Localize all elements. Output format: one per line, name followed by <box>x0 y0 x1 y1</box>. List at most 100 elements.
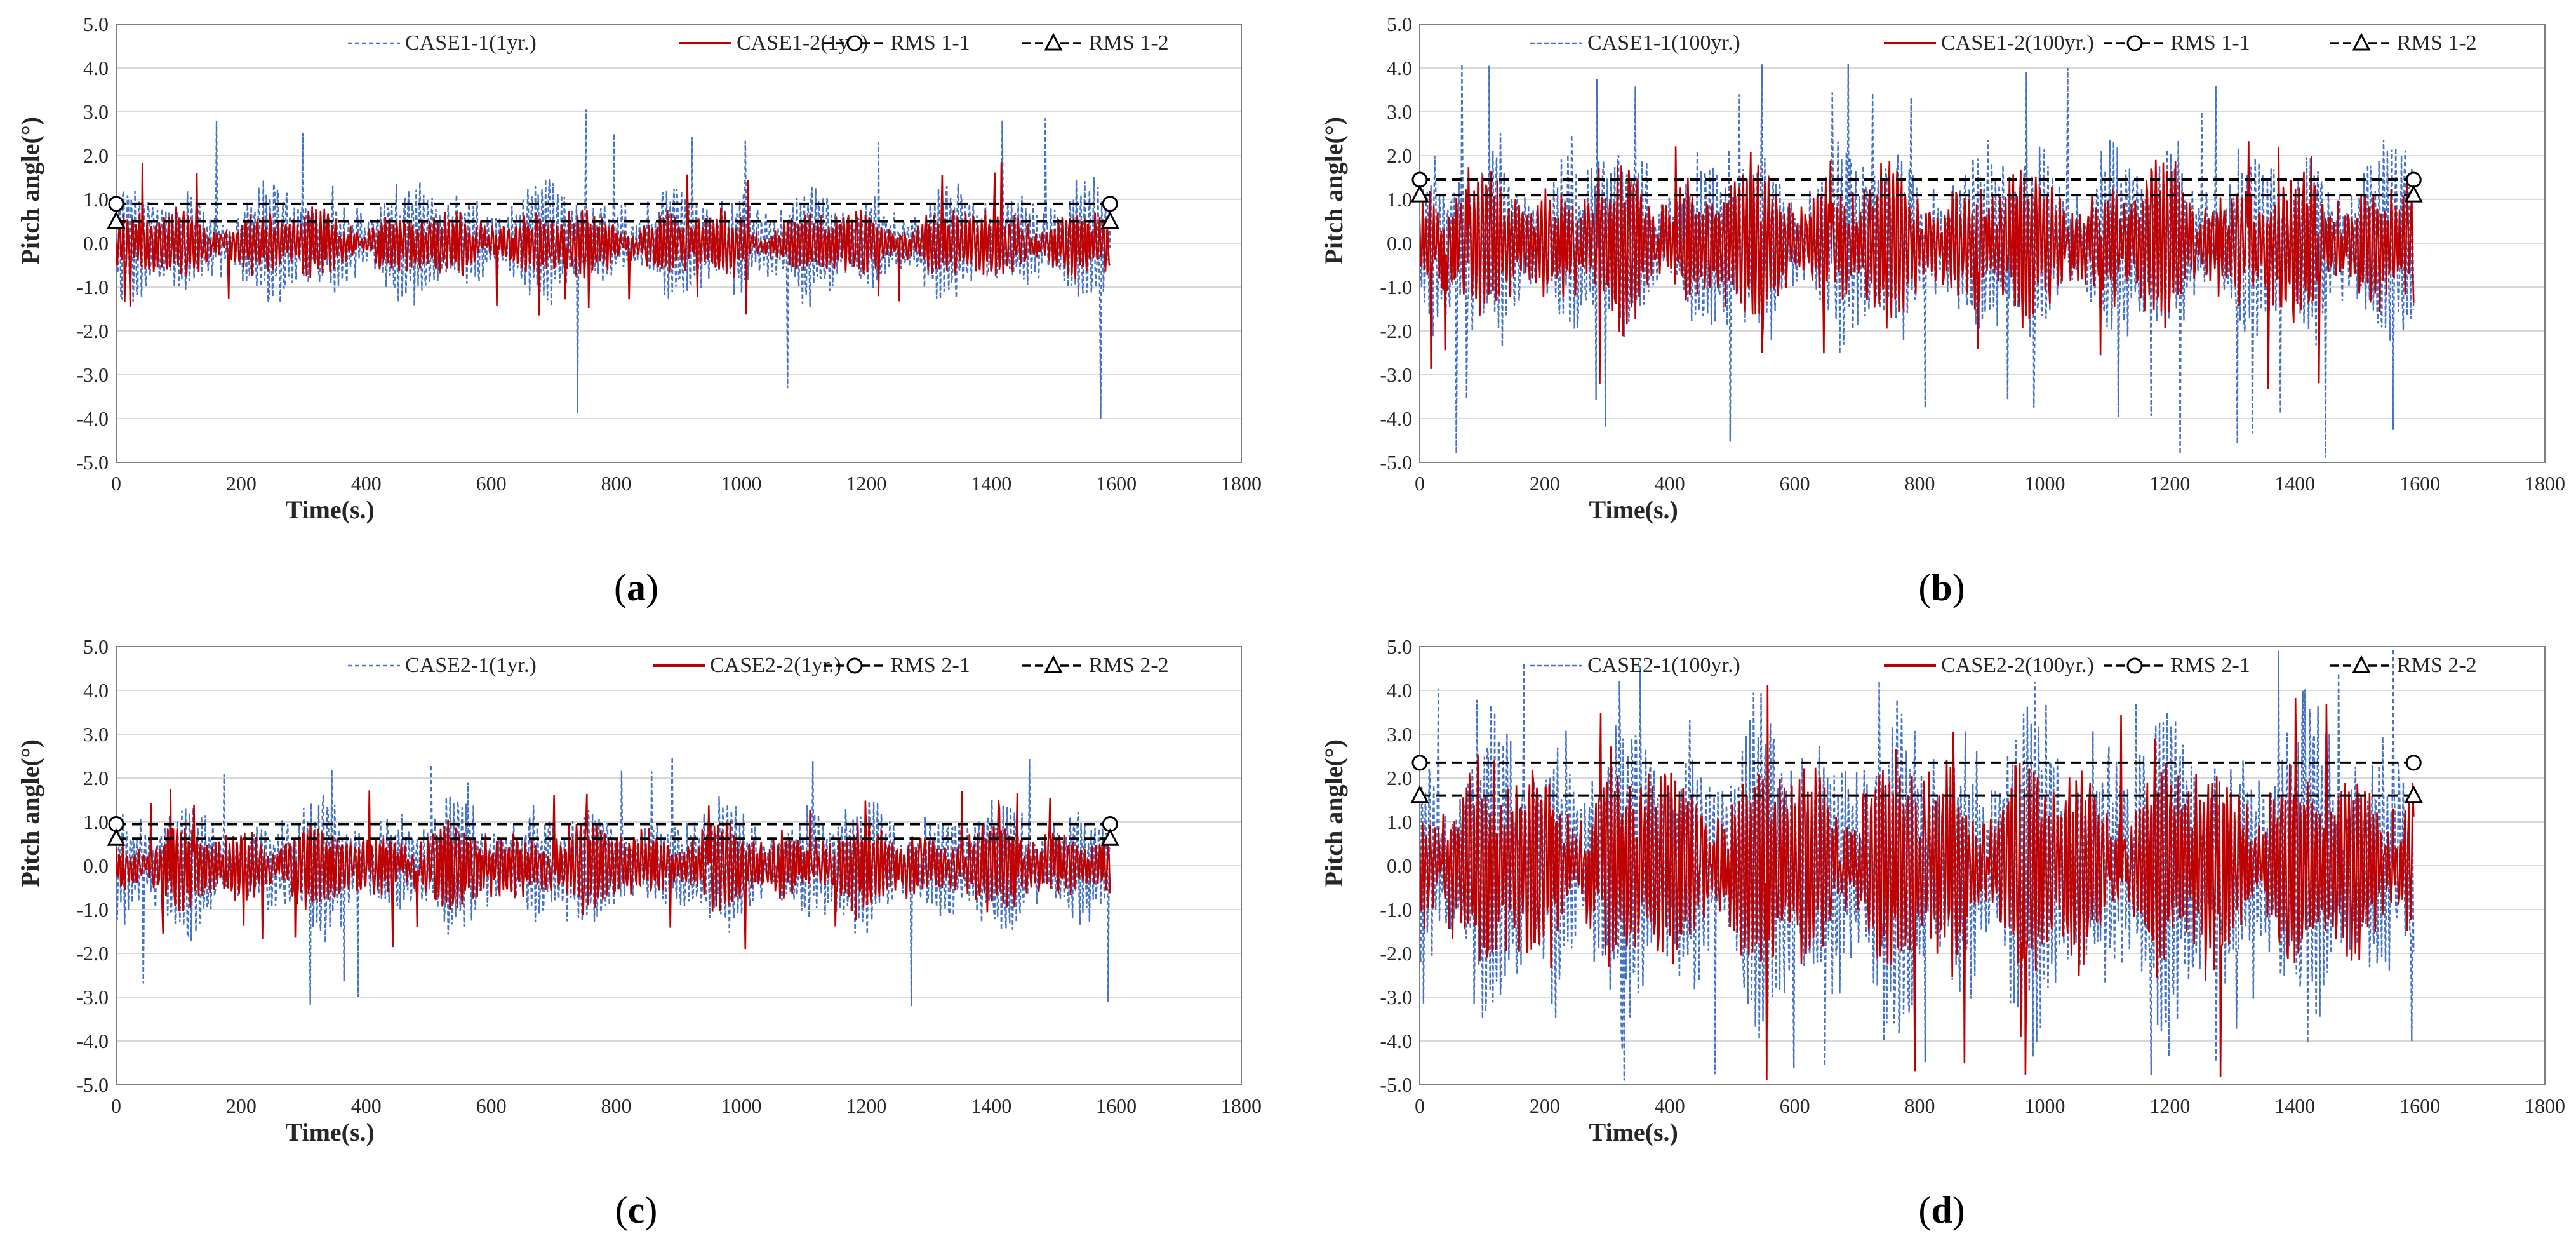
y-tick-label: 1.0 <box>1387 810 1412 833</box>
x-axis-title: Time(s.) <box>1589 495 1678 524</box>
panel-label: (d) <box>1918 1189 1965 1231</box>
legend-entry-label: CASE1-1(100yr.) <box>1587 31 1740 55</box>
y-tick-label: 3.0 <box>83 723 109 746</box>
rms-marker-end <box>1100 211 1119 229</box>
series-line-1 <box>1420 64 2415 458</box>
x-tick-label: 800 <box>1905 472 1935 495</box>
x-tick-label: 1400 <box>2274 472 2315 495</box>
rms-marker-end <box>2405 755 2422 771</box>
y-tick-label: 5.0 <box>83 635 109 658</box>
rms-marker-start <box>1411 171 1428 188</box>
y-axis-title: Pitch angle(°) <box>1319 117 1348 265</box>
y-tick-label: -4.0 <box>1380 407 1412 430</box>
legend: CASE1-1(100yr.) CASE1-2(100yr.) RMS 1-1 RMS… <box>1530 31 2477 55</box>
x-tick-label: 800 <box>601 472 632 495</box>
x-tick-label: 1200 <box>846 1094 886 1117</box>
legend-entry-label: CASE2-1(1yr.) <box>405 654 537 677</box>
panel-label: (c) <box>615 1189 658 1231</box>
y-tick-label: -3.0 <box>76 986 109 1009</box>
x-tick-label: 1800 <box>2525 1094 2565 1117</box>
y-tick-label: -2.0 <box>76 942 109 965</box>
x-tick-label: 1000 <box>721 1094 761 1117</box>
panel-label-paren-close: ) <box>644 1189 657 1231</box>
y-tick-label: 4.0 <box>83 679 109 702</box>
legend: CASE2-1(100yr.) CASE2-2(100yr.) RMS 2-1 RMS… <box>1530 654 2477 677</box>
legend-entry-label: RMS 2-2 <box>2397 654 2477 677</box>
plot-series-group <box>1420 648 2415 1081</box>
y-tick-label: -2.0 <box>76 319 109 342</box>
legend-swatch-marker <box>846 35 863 51</box>
legend-swatch-marker <box>2352 655 2371 673</box>
legend-swatch-marker <box>2126 35 2143 51</box>
x-tick-label: 200 <box>226 1094 257 1117</box>
x-tick-label: 0 <box>111 1094 121 1117</box>
x-tick-label: 1800 <box>2525 472 2565 495</box>
x-axis-title: Time(s.) <box>286 1118 375 1146</box>
x-tick-label: 800 <box>1905 1094 1935 1117</box>
x-tick-label: 1200 <box>2149 472 2190 495</box>
rms-marker-start <box>1410 785 1429 803</box>
x-tick-label: 1200 <box>2149 1094 2190 1117</box>
y-tick-label: 5.0 <box>1387 13 1412 36</box>
y-tick-label: 3.0 <box>1387 100 1412 123</box>
x-tick-label: 1800 <box>1221 472 1262 495</box>
x-tick-label: 1000 <box>2024 1094 2065 1117</box>
y-tick-label: -5.0 <box>76 1073 109 1096</box>
panel-label-paren-open: ( <box>614 567 627 608</box>
panel-label: (a) <box>614 567 658 608</box>
legend-entry-label: CASE1-2(100yr.) <box>1941 31 2094 55</box>
y-axis-title: Pitch angle(°) <box>16 117 44 265</box>
plot-series-group <box>1420 64 2415 458</box>
x-tick-label: 1600 <box>1096 472 1137 495</box>
y-tick-label: 1.0 <box>1387 188 1412 211</box>
series-line-1 <box>1420 648 2415 1081</box>
x-axis-title: Time(s.) <box>1589 1118 1678 1146</box>
x-tick-label: 1400 <box>971 1094 1011 1117</box>
panel-label-paren-open: ( <box>1918 1189 1931 1231</box>
y-tick-label: -3.0 <box>1380 986 1412 1009</box>
rms-marker-start <box>108 196 124 212</box>
y-tick-label: 0.0 <box>83 232 109 255</box>
chart-panel-d: 5.0 4.0 3.0 2.0 1.0 0.0 -1.0 -2.0 -3.0 -4.0 -5.00 2… <box>1319 635 2565 1231</box>
y-tick-label: -1.0 <box>76 276 109 299</box>
series-line-1 <box>116 756 1111 1007</box>
y-tick-label: 2.0 <box>1387 144 1412 167</box>
legend-entry-label: CASE1-1(1yr.) <box>405 31 537 55</box>
legend: CASE1-1(1yr.) CASE1-2(1yr.) RMS 1-1 RMS 1-2 <box>348 31 1169 55</box>
legend-swatch-marker <box>1044 655 1063 673</box>
rms-marker-end <box>1100 828 1119 846</box>
x-tick-label: 400 <box>1655 472 1685 495</box>
panel-label-paren-close: ) <box>646 567 658 608</box>
rms-marker-start <box>107 211 126 229</box>
chart-panel-c: 5.0 4.0 3.0 2.0 1.0 0.0 -1.0 -2.0 -3.0 -4.0 -5.00 2… <box>16 635 1262 1231</box>
x-tick-label: 1400 <box>971 472 1011 495</box>
y-tick-label: -3.0 <box>1380 363 1412 386</box>
legend-entry-label: CASE2-1(100yr.) <box>1587 654 1740 677</box>
y-tick-label: 3.0 <box>83 100 109 123</box>
y-tick-label: -1.0 <box>1380 276 1412 299</box>
rms-marker-start <box>1410 184 1429 203</box>
panel-label-paren-open: ( <box>1918 567 1931 608</box>
panel-label-letter: c <box>628 1189 645 1231</box>
legend-entry-label: RMS 1-1 <box>2170 31 2250 55</box>
panel-label-letter: d <box>1931 1189 1952 1231</box>
x-tick-label: 1800 <box>1221 1094 1262 1117</box>
panel-label: (b) <box>1918 567 1965 608</box>
x-tick-label: 0 <box>1415 1094 1425 1117</box>
rms-marker-start <box>1411 755 1428 771</box>
x-axis-title: Time(s.) <box>286 495 375 524</box>
legend-swatch-marker <box>1044 32 1063 51</box>
legend-entry-label: RMS 1-2 <box>2397 31 2477 55</box>
y-tick-label: 5.0 <box>1387 635 1412 658</box>
x-tick-label: 1000 <box>2024 472 2065 495</box>
y-tick-label: -5.0 <box>1380 1073 1412 1096</box>
legend-entry-label: RMS 2-2 <box>1089 654 1169 677</box>
x-tick-label: 400 <box>351 1094 382 1117</box>
panel-label-paren-open: ( <box>615 1189 628 1231</box>
legend-entry-label: RMS 1-2 <box>1089 31 1169 55</box>
y-tick-label: 5.0 <box>83 13 109 36</box>
y-tick-label: 2.0 <box>83 144 109 167</box>
series-line-2 <box>1420 684 2415 1080</box>
y-tick-label: 4.0 <box>83 57 109 79</box>
